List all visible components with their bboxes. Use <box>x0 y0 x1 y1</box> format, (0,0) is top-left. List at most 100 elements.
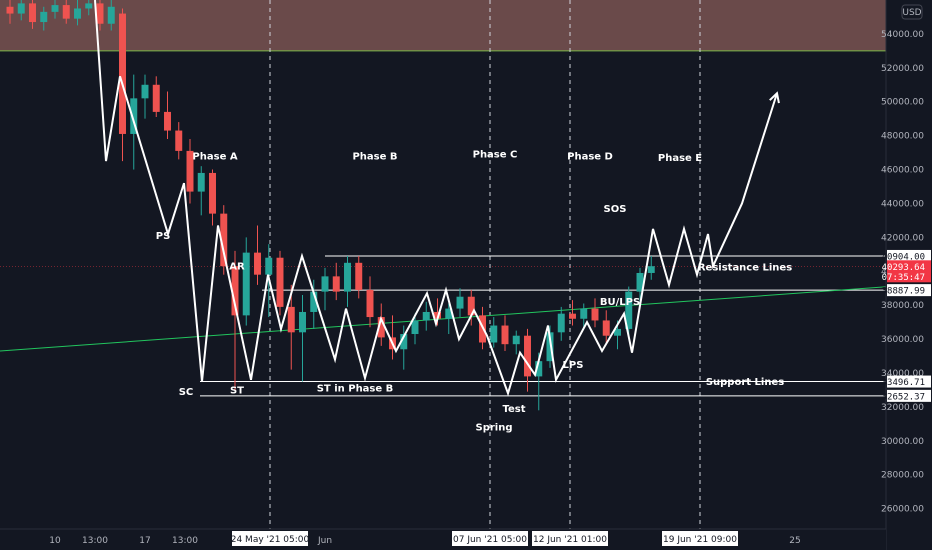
time-marker-tag-bg <box>532 531 608 546</box>
candle-body <box>602 320 610 336</box>
time-tick-label: Jun <box>317 536 332 546</box>
annotation-label: Resistance Lines <box>698 262 792 273</box>
wyckoff-path[interactable] <box>94 0 780 397</box>
candle <box>62 0 70 24</box>
candle <box>107 0 115 31</box>
trendline-line[interactable] <box>0 286 891 352</box>
price-tick-label: 42000.00 <box>881 233 924 243</box>
candle <box>569 300 576 326</box>
candle <box>501 315 509 351</box>
candle <box>411 313 419 345</box>
level-price-tag-bg <box>887 249 931 262</box>
candle-body <box>96 3 104 24</box>
level-price-tag-bg <box>887 389 931 402</box>
candle-body <box>366 289 374 318</box>
candle <box>422 301 430 331</box>
candle-body <box>209 172 216 214</box>
price-tick-label: 52000.00 <box>881 64 924 74</box>
candle-body <box>299 311 306 333</box>
candle-body <box>197 172 205 192</box>
annotation-label: Test <box>502 404 525 415</box>
candle-body <box>490 325 498 343</box>
price-axis[interactable]: 26000.00 28000.00 30000.00 32000.00 34000.00… <box>881 0 932 550</box>
candle-body <box>546 332 554 362</box>
candle <box>186 139 194 204</box>
annotation-label: SOS <box>604 204 627 215</box>
wyckoff-path-line[interactable] <box>94 0 778 397</box>
time-marker-tag-bg <box>452 531 528 546</box>
candle-body <box>175 130 183 151</box>
candle <box>96 0 104 31</box>
candle <box>17 0 25 21</box>
candle-body <box>647 266 655 273</box>
candle-body <box>310 291 318 312</box>
candle-body <box>535 361 543 377</box>
candle <box>557 306 565 341</box>
trendline[interactable] <box>0 286 891 352</box>
price-tick-label: 48000.00 <box>881 132 924 142</box>
time-tick-label: 17 <box>139 536 150 546</box>
time-tick-label: 13:00 <box>172 536 198 546</box>
candle <box>647 256 655 280</box>
level-price-tag: 33496.71 <box>882 378 925 388</box>
supply-zone <box>0 0 886 52</box>
candle <box>276 250 284 316</box>
candle <box>231 250 239 390</box>
candle <box>602 310 610 345</box>
candle-body <box>164 111 171 131</box>
candle-body <box>569 313 576 319</box>
candle <box>51 0 59 19</box>
candle <box>636 267 644 302</box>
candle-body <box>422 311 430 321</box>
time-marker-tag: 07 Jun '21 05:00 <box>453 535 527 545</box>
candle <box>299 295 306 382</box>
candle-body <box>456 296 464 309</box>
candle <box>445 303 453 335</box>
candle-body <box>636 272 644 292</box>
candle-body <box>614 328 621 336</box>
candle-body <box>119 13 126 134</box>
candle-body <box>107 6 115 24</box>
annotation-label: SC <box>179 387 194 398</box>
annotation-label: Phase A <box>192 151 237 162</box>
candle-body <box>152 84 160 112</box>
price-tick-label: 54000.00 <box>881 30 924 40</box>
candle-body <box>6 6 14 14</box>
time-tick-label: 25 <box>789 536 800 546</box>
candle-body <box>467 296 475 316</box>
currency-badge[interactable] <box>901 4 923 20</box>
candle <box>254 225 261 285</box>
candle-body <box>580 308 588 319</box>
price-tick-label: 34000.00 <box>881 369 924 379</box>
candle <box>400 325 408 370</box>
candle-body <box>512 335 520 345</box>
time-marker-tag: 12 Jun '21 01:00 <box>533 535 607 545</box>
candle <box>524 328 531 392</box>
price-tick-label: 30000.00 <box>881 437 924 447</box>
price-tick-label: 46000.00 <box>881 166 924 176</box>
annotation-label: Support Lines <box>706 377 784 388</box>
candle-body <box>130 98 138 134</box>
candle <box>6 0 14 24</box>
candle <box>366 276 374 328</box>
candle-body <box>344 262 351 292</box>
candle <box>209 169 216 226</box>
candle <box>85 0 93 16</box>
candle <box>175 122 183 160</box>
candle <box>197 166 205 216</box>
candle-body <box>400 334 408 350</box>
vertical-marker-lines <box>269 0 701 529</box>
time-tick-label: 13:00 <box>82 536 108 546</box>
candle-body <box>29 3 36 23</box>
level-price-tag-bg <box>887 284 931 297</box>
price-tick-label: 44000.00 <box>881 199 924 209</box>
candle-body <box>265 257 273 275</box>
time-axis-bg <box>0 529 886 550</box>
candle <box>332 262 340 301</box>
candle <box>141 74 149 119</box>
annotation-labels: Phase A Phase B Phase C Phase D Phase E PS AR S… <box>156 150 792 434</box>
candle <box>625 286 633 338</box>
candle <box>40 6 48 31</box>
